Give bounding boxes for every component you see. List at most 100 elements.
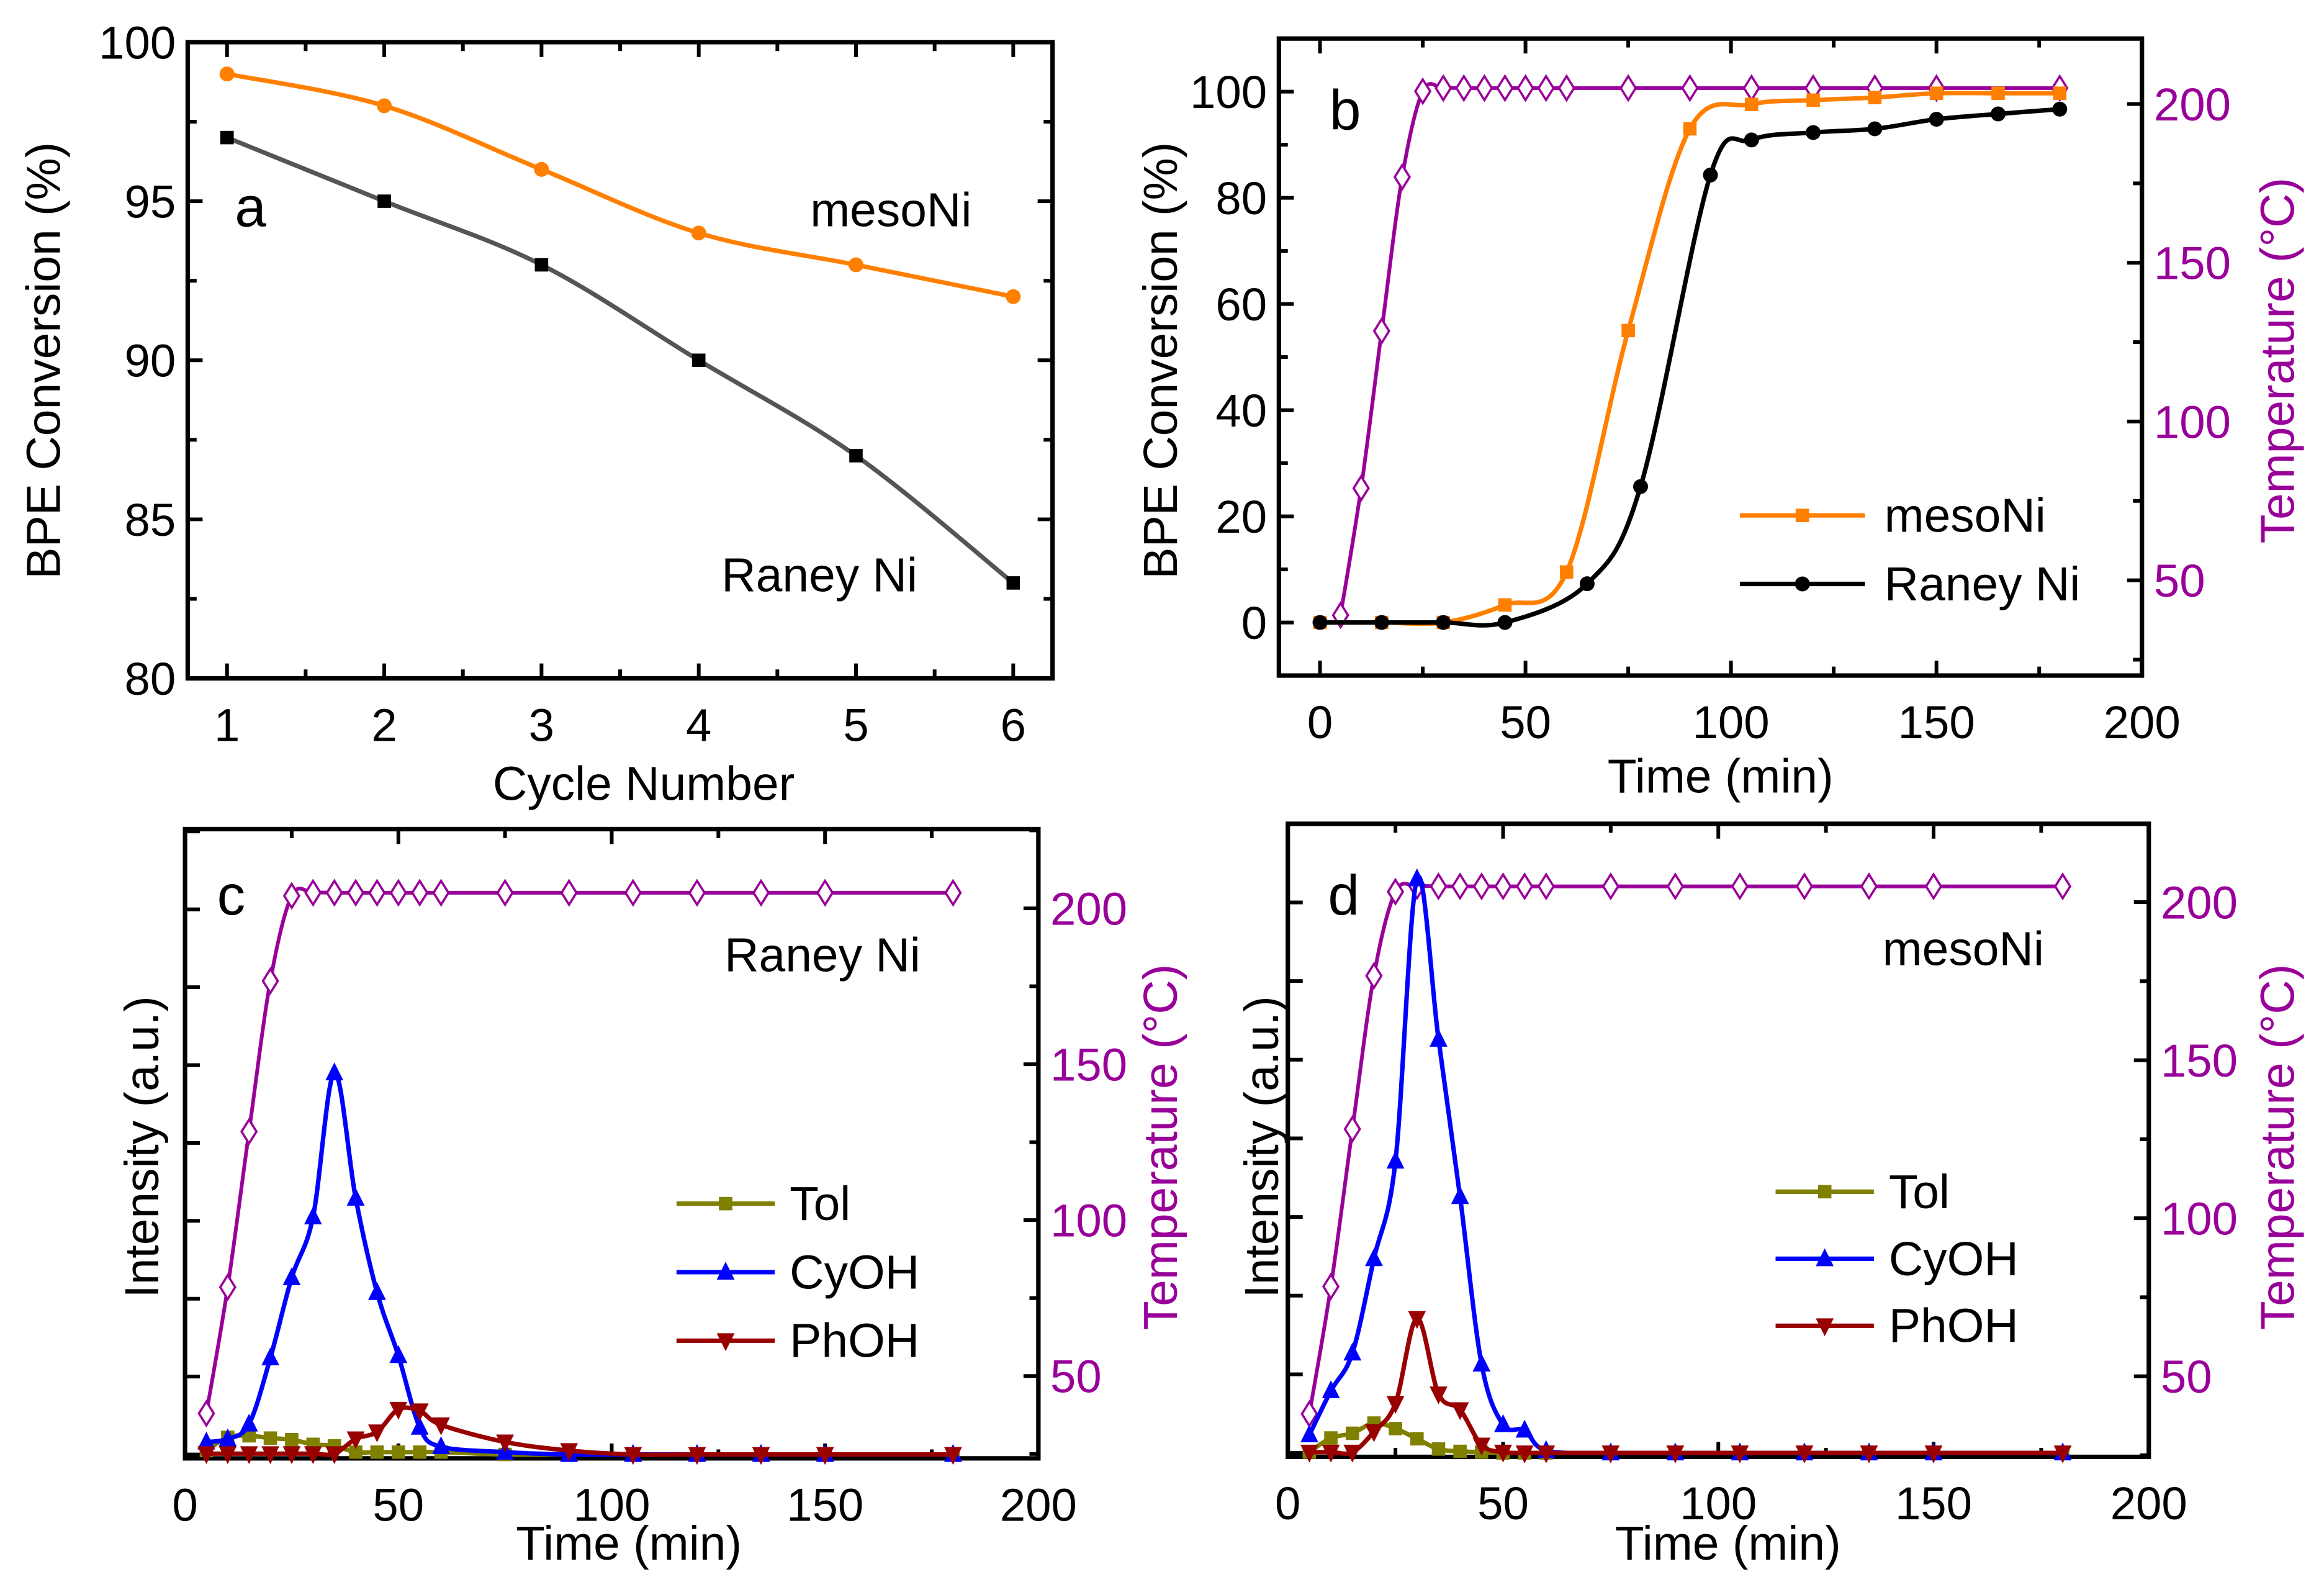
- data-point: [389, 1401, 408, 1420]
- data-point: [1430, 1386, 1448, 1404]
- series-mesoni: [219, 66, 1021, 304]
- y-axis-title: BPE Conversion (%): [1135, 142, 1187, 579]
- data-point: [368, 879, 386, 907]
- data-point: [1681, 74, 1699, 102]
- data-point: [377, 194, 391, 208]
- data-point: [1312, 615, 1328, 630]
- legend-label: CyOH: [1889, 1233, 2019, 1286]
- y-tick-label: 100: [99, 17, 176, 68]
- y-axis-title: BPE Conversion (%): [18, 142, 71, 579]
- data-point: [1386, 1150, 1405, 1169]
- data-point: [816, 1447, 834, 1465]
- data-point: [2053, 86, 2067, 100]
- data-point: [1683, 122, 1697, 136]
- data-point: [218, 1446, 237, 1465]
- data-point: [197, 1399, 215, 1428]
- data-point: [688, 879, 706, 907]
- y-tick-label: 90: [125, 335, 176, 387]
- data-point: [1006, 576, 1020, 590]
- legend-label: Raney Ni: [1885, 558, 2081, 611]
- panel-a: 1 2 3 4 5 6 80 85 90 95 100 Cycle Number BPE Convers…: [18, 17, 1055, 810]
- data-point: [1475, 74, 1493, 102]
- panel-label: a: [235, 176, 266, 239]
- data-point: [197, 1446, 215, 1465]
- data-point: [1472, 872, 1490, 901]
- series-temperature: [1331, 74, 2069, 630]
- data-point: [304, 1446, 322, 1465]
- x-tick-label: 200: [2110, 1478, 2187, 1529]
- data-point: [1322, 1380, 1340, 1399]
- data-point: [263, 1431, 277, 1445]
- data-point: [240, 1413, 258, 1432]
- data-point: [285, 1432, 299, 1447]
- data-point: [1386, 877, 1405, 906]
- data-point: [1006, 289, 1021, 304]
- data-point: [1579, 576, 1595, 592]
- panel-label: c: [217, 864, 246, 927]
- panel-d: 0 50 100 150 200 50 100 150 200 Temperature (°C) T…: [1236, 821, 2304, 1570]
- data-point: [1343, 1114, 1361, 1144]
- data-point: [1633, 479, 1648, 494]
- legend-item: PhOH: [676, 1315, 919, 1368]
- y2-tick-label: 150: [2154, 238, 2231, 289]
- data-point: [1408, 868, 1426, 887]
- data-point: [849, 257, 864, 273]
- data-point: [1515, 1445, 1534, 1463]
- y2-tick-label: 100: [2154, 396, 2231, 448]
- data-point: [410, 1416, 429, 1435]
- data-point: [2052, 101, 2068, 117]
- data-point: [346, 879, 365, 907]
- data-point: [1300, 1424, 1318, 1442]
- data-point: [304, 879, 322, 907]
- data-point: [1431, 1442, 1446, 1456]
- y2-tick-label: 150: [2161, 1035, 2238, 1087]
- data-point: [1516, 872, 1534, 901]
- series-raney-ni: [1312, 101, 2068, 630]
- y-axis-left: 80 85 90 95 100: [99, 17, 1053, 705]
- data-point: [325, 1062, 344, 1081]
- x-axis: 0 50 100 150 200: [1307, 38, 2181, 748]
- x-tick-label: 150: [786, 1480, 863, 1531]
- data-point: [1516, 74, 1534, 102]
- data-point: [432, 879, 450, 907]
- series-raney-ni: [220, 130, 1020, 590]
- data-point: [1929, 112, 1944, 127]
- data-point: [1324, 1431, 1338, 1445]
- data-point: [220, 130, 234, 145]
- data-point: [1537, 1445, 1556, 1463]
- y-tick-label: 20: [1215, 491, 1267, 543]
- series-line: [227, 71, 1014, 299]
- data-point: [560, 1443, 579, 1462]
- x-axis-title: Time (min): [1608, 750, 1834, 803]
- x-tick-label: 0: [1275, 1478, 1300, 1529]
- data-point: [496, 1434, 515, 1453]
- y-axis-right: 50 100 150 200: [1023, 828, 1127, 1456]
- x-tick-label: 200: [1000, 1480, 1077, 1531]
- legend-marker: [1795, 576, 1810, 592]
- data-point: [816, 879, 834, 907]
- x-tick-label: 50: [1500, 697, 1551, 748]
- data-point: [370, 1445, 384, 1459]
- data-point: [325, 879, 343, 907]
- x-tick-label: 50: [372, 1480, 424, 1531]
- x-tick-label: 150: [1895, 1478, 1972, 1529]
- data-point: [261, 1446, 279, 1465]
- data-point: [1455, 74, 1473, 102]
- legend-marker: [716, 1333, 735, 1352]
- data-point: [389, 1345, 408, 1363]
- y-tick-label: 80: [1215, 173, 1267, 224]
- panel-label: b: [1330, 79, 1361, 142]
- y-axis-left: [1287, 821, 1303, 1455]
- annotation: Raney Ni: [724, 929, 921, 982]
- data-point: [2053, 872, 2072, 901]
- data-point: [1372, 317, 1390, 345]
- x-tick-label: 100: [1693, 697, 1770, 748]
- data-point: [218, 1428, 237, 1447]
- x-axis-title: Time (min): [1615, 1517, 1841, 1570]
- y-tick-label: 100: [1190, 66, 1267, 118]
- y-tick-label: 60: [1215, 279, 1267, 330]
- data-point: [944, 1447, 962, 1465]
- data-point: [1795, 872, 1814, 901]
- x-tick-label: 150: [1898, 697, 1975, 748]
